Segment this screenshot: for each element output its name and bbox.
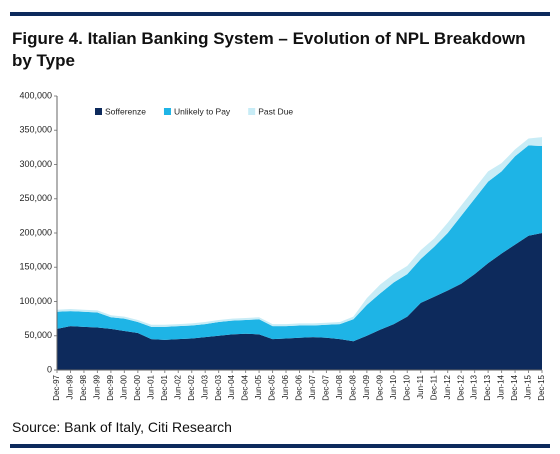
y-tick-label: 150,000 — [19, 262, 52, 272]
y-tick-label: 400,000 — [19, 90, 52, 100]
x-tick-label: Dec-04 — [241, 374, 250, 400]
x-tick-label: Dec-13 — [483, 374, 492, 400]
legend-label: Unlikely to Pay — [174, 106, 231, 116]
y-tick-label: 300,000 — [19, 159, 52, 169]
legend-label: Past Due — [258, 106, 293, 116]
area — [57, 145, 542, 342]
x-tick-label: Jun-04 — [227, 374, 236, 399]
bottom-rule — [10, 444, 550, 448]
x-tick-label: Jun-03 — [200, 374, 209, 399]
source: Source: Bank of Italy, Citi Research — [12, 419, 232, 435]
x-tick-label: Dec-07 — [322, 374, 331, 400]
x-tick-label: Dec-06 — [295, 374, 304, 400]
y-tick-label: 50,000 — [24, 330, 52, 340]
chart-title: Figure 4. Italian Banking System – Evolu… — [12, 29, 526, 70]
x-tick-label: Jun-07 — [308, 374, 317, 399]
x-tick-label: Jun-01 — [146, 374, 155, 399]
area — [57, 137, 542, 327]
legend-swatch — [163, 108, 171, 115]
x-tick-label: Dec-05 — [268, 374, 277, 400]
x-tick-label: Jun-06 — [281, 374, 290, 399]
x-tick-label: Jun-00 — [119, 374, 128, 399]
x-tick-label: Dec-03 — [214, 374, 223, 400]
x-tick-label: Dec-12 — [456, 374, 465, 400]
x-tick-label: Jun-15 — [524, 374, 533, 399]
x-tick-label: Dec-97 — [52, 374, 61, 400]
y-tick-label: 0 — [47, 364, 52, 374]
x-tick-label: Dec-09 — [375, 374, 384, 400]
top-rule — [10, 12, 550, 16]
x-tick-label: Jun-99 — [93, 374, 102, 399]
area — [57, 233, 542, 370]
x-tick-label: Dec-02 — [187, 374, 196, 400]
y-tick-label: 200,000 — [19, 227, 52, 237]
x-tick-label: Dec-00 — [133, 374, 142, 400]
legend-swatch — [248, 108, 256, 115]
x-tick-label: Jun-98 — [66, 374, 75, 399]
x-tick-label: Dec-98 — [79, 374, 88, 400]
legend-swatch — [95, 108, 102, 115]
x-tick-label: Jun-05 — [254, 374, 263, 399]
x-tick-label: Jun-02 — [173, 374, 182, 399]
x-tick-label: Jun-13 — [470, 374, 479, 399]
x-tick-label: Jun-12 — [443, 374, 452, 399]
y-tick-label: 250,000 — [19, 193, 52, 203]
x-tick-label: Dec-10 — [402, 374, 411, 400]
x-tick-label: Dec-08 — [348, 374, 357, 400]
x-tick-label: Dec-14 — [510, 374, 519, 400]
legend-label: Sofferenze — [105, 106, 146, 116]
y-tick-label: 350,000 — [19, 125, 52, 135]
x-tick-label: Jun-09 — [362, 374, 371, 399]
x-tick-label: Dec-11 — [429, 374, 438, 400]
x-tick-label: Jun-14 — [497, 374, 506, 399]
x-tick-label: Dec-01 — [160, 374, 169, 400]
x-tick-label: Jun-10 — [389, 374, 398, 399]
x-tick-label: Dec-15 — [537, 374, 546, 400]
x-tick-label: Dec-99 — [106, 374, 115, 400]
x-tick-label: Jun-08 — [335, 374, 344, 399]
y-tick-label: 100,000 — [19, 296, 52, 306]
x-tick-label: Jun-11 — [416, 374, 425, 398]
